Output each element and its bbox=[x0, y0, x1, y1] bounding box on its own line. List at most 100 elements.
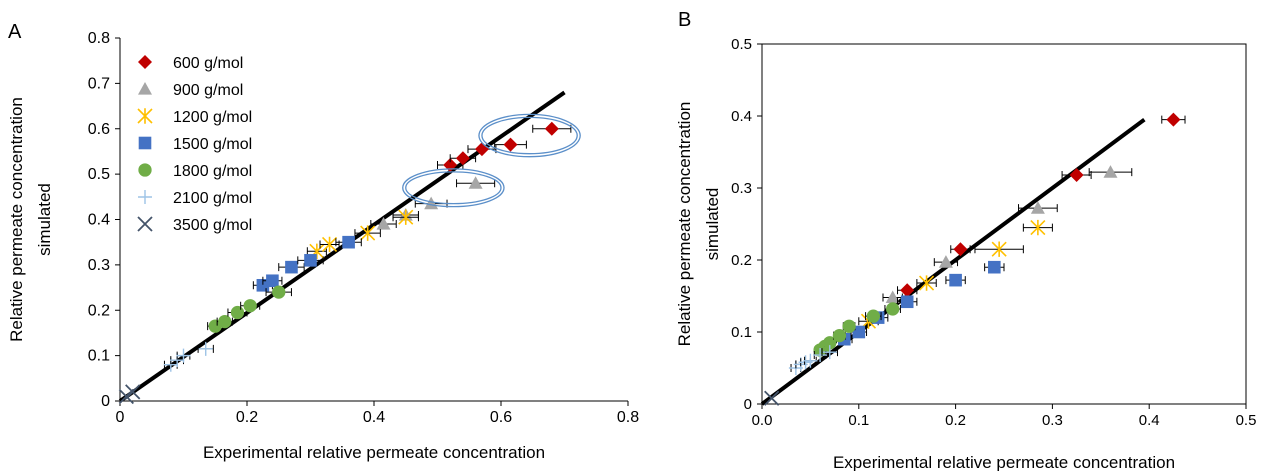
series-1800-g-mol bbox=[813, 302, 901, 357]
data-point bbox=[866, 309, 880, 323]
y-tick-label: 0 bbox=[744, 396, 752, 413]
data-point bbox=[918, 275, 935, 291]
y-axis-title-line: simulated bbox=[703, 188, 722, 261]
panel-b: 0.0 0.1 0.2 0.3 0.4 0.5 0 0.1 0.2 0.3 0.4 0.5 Experi… bbox=[675, 36, 1256, 471]
y-tick-label: 0.4 bbox=[88, 212, 110, 229]
data-point bbox=[285, 260, 298, 274]
highlight-ellipse bbox=[481, 116, 578, 155]
data-point bbox=[342, 235, 355, 249]
data-point bbox=[842, 319, 856, 333]
y-axis-title-line: Relative permeate concentration bbox=[7, 97, 26, 342]
data-point bbox=[503, 137, 518, 152]
data-point bbox=[304, 254, 317, 267]
data-point bbox=[468, 176, 483, 189]
x-tick-label: 0.8 bbox=[617, 409, 639, 426]
y-tick-label: 0.3 bbox=[731, 180, 752, 197]
legend-marker bbox=[138, 82, 152, 95]
y-tick-label: 0.3 bbox=[88, 257, 110, 274]
x-tick-label: 0.3 bbox=[1042, 412, 1063, 429]
x-tick-label: 0.2 bbox=[236, 409, 258, 426]
y-tick-label: 0.6 bbox=[88, 121, 110, 138]
data-point bbox=[900, 283, 915, 298]
data-point bbox=[988, 260, 1001, 274]
highlight-ellipse bbox=[478, 113, 581, 158]
series-3500-g-mol bbox=[118, 384, 141, 405]
legend-label: 1200 g/mol bbox=[173, 109, 252, 126]
y-tick-label: 0.2 bbox=[731, 252, 752, 269]
data-point bbox=[1166, 112, 1181, 127]
legend-label: 900 g/mol bbox=[173, 82, 243, 99]
data-point bbox=[230, 305, 245, 320]
x-tick-label: 0.2 bbox=[945, 412, 966, 429]
series-2100-g-mol bbox=[163, 341, 214, 372]
data-point bbox=[832, 328, 847, 343]
data-point bbox=[376, 217, 391, 230]
y-tick-label: 0.7 bbox=[88, 75, 110, 92]
panel-b-letter: B bbox=[678, 9, 691, 31]
data-point bbox=[991, 241, 1007, 257]
highlight-ellipse bbox=[405, 171, 502, 205]
data-point bbox=[272, 285, 286, 299]
x-axis-title: Experimental relative permeate concentra… bbox=[833, 453, 1175, 471]
legend-marker bbox=[138, 163, 152, 177]
y-axis-title-line: simulated bbox=[35, 183, 54, 256]
data-point bbox=[764, 390, 780, 406]
data-point bbox=[424, 196, 439, 210]
y-tick-label: 0.2 bbox=[88, 302, 110, 319]
data-point bbox=[544, 121, 559, 136]
data-point bbox=[1069, 168, 1084, 183]
data-point bbox=[455, 151, 470, 166]
data-point bbox=[813, 348, 828, 363]
x-tick-label: 0.1 bbox=[848, 412, 869, 429]
data-point bbox=[822, 345, 837, 360]
series-2100-g-mol bbox=[788, 345, 839, 375]
plot-frame bbox=[761, 43, 1247, 405]
series-1500-g-mol bbox=[252, 235, 362, 292]
highlight-ellipse bbox=[402, 168, 505, 208]
legend: 600 g/mol 900 g/mol 1200 g/mol 1500 g/mol 18… bbox=[137, 55, 252, 234]
data-point bbox=[243, 299, 257, 313]
data-point bbox=[1030, 219, 1046, 236]
data-point bbox=[118, 388, 134, 405]
legend-label: 600 g/mol bbox=[173, 55, 243, 72]
data-point bbox=[198, 341, 213, 356]
y-tick-label: 0.5 bbox=[88, 166, 110, 183]
x-tick-label: 0.4 bbox=[363, 409, 385, 426]
series-1800-g-mol bbox=[207, 285, 292, 333]
data-point bbox=[1103, 165, 1118, 178]
legend-marker bbox=[137, 108, 153, 124]
legend-marker bbox=[138, 55, 152, 69]
data-point bbox=[218, 314, 232, 329]
y-tick-label: 0.5 bbox=[731, 36, 752, 53]
parity-line bbox=[118, 90, 566, 403]
data-point bbox=[321, 236, 338, 253]
series-900-g-mol bbox=[882, 165, 1133, 304]
data-point bbox=[803, 353, 818, 368]
data-point bbox=[886, 302, 900, 316]
x-tick-label: 0.5 bbox=[1236, 412, 1257, 429]
legend-marker bbox=[137, 216, 153, 232]
data-point bbox=[953, 242, 968, 257]
series-3500-g-mol bbox=[764, 390, 780, 406]
y-tick-label: 0.1 bbox=[731, 324, 752, 341]
y-tick-label: 0.4 bbox=[731, 108, 752, 125]
data-point bbox=[949, 273, 962, 287]
x-tick-label: 0 bbox=[116, 409, 125, 426]
y-axis-title-line: Relative permeate concentration bbox=[675, 102, 694, 347]
data-point bbox=[125, 384, 141, 400]
data-point bbox=[176, 348, 191, 363]
y-tick-label: 0 bbox=[101, 393, 110, 410]
series-600-g-mol bbox=[897, 112, 1186, 298]
data-point bbox=[266, 274, 279, 288]
y-tick-label: 0.8 bbox=[88, 30, 110, 47]
data-point bbox=[852, 325, 866, 339]
series-1500-g-mol bbox=[836, 260, 1005, 346]
x-tick-label: 0.4 bbox=[1139, 412, 1160, 429]
y-tick-label: 0.1 bbox=[88, 348, 110, 365]
data-point bbox=[900, 295, 914, 309]
legend-label: 1800 g/mol bbox=[173, 163, 252, 180]
panel-a: 0 0.2 0.4 0.6 0.8 0 0.1 0.2 0.3 0.4 0.5 0.6 0.7 0.8 Ex… bbox=[7, 30, 639, 462]
data-point bbox=[398, 209, 414, 225]
data-point bbox=[1030, 201, 1045, 214]
